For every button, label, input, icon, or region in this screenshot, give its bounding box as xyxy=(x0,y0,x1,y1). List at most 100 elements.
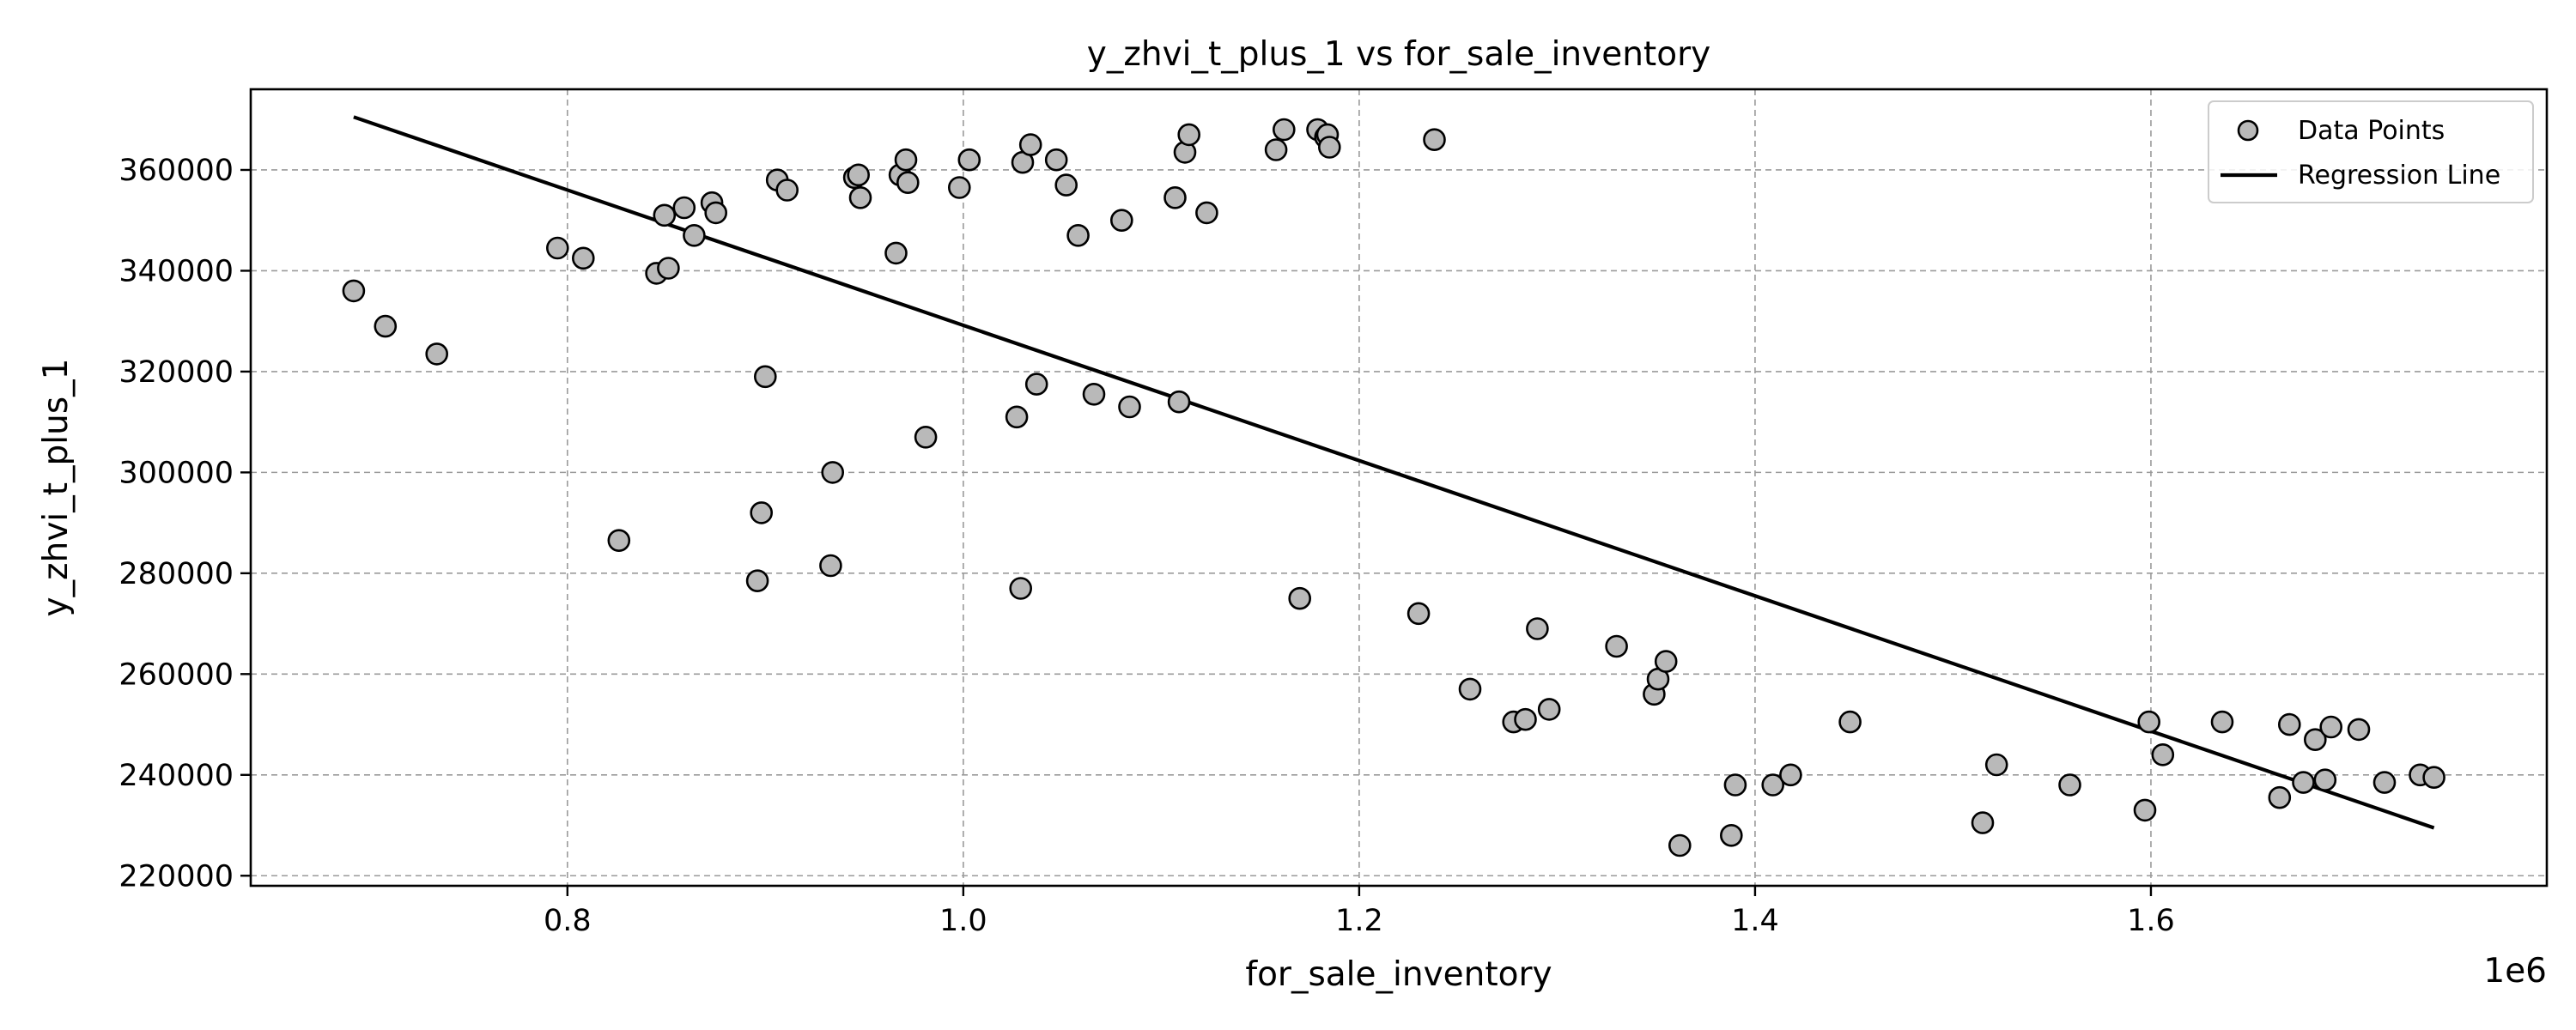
plot-frame xyxy=(249,88,2549,888)
data-point xyxy=(1971,811,1995,834)
data-point xyxy=(1406,602,1431,626)
data-point xyxy=(894,148,918,172)
data-point xyxy=(1779,763,1802,787)
data-point xyxy=(2268,785,2292,809)
data-point xyxy=(2319,715,2342,739)
y-axis-label: y_zhvi_t_plus_1 xyxy=(37,359,76,617)
data-point xyxy=(957,148,981,172)
x-axis-ticks: 0.8 1.0 1.2 1.4 1.6 xyxy=(544,886,2175,938)
data-point xyxy=(571,246,595,270)
x-tick-label: 1.2 xyxy=(1335,904,1383,938)
data-point xyxy=(1318,136,1341,159)
data-point xyxy=(1720,823,1743,847)
x-tick-label: 0.8 xyxy=(544,904,592,938)
data-point xyxy=(1984,753,2008,777)
data-point xyxy=(1288,586,1311,610)
x-axis-offset-label: 1e6 xyxy=(2483,952,2547,991)
data-point xyxy=(2151,742,2175,766)
data-point xyxy=(1195,201,1218,225)
y-tick-label: 320000 xyxy=(118,355,234,390)
data-point xyxy=(545,236,569,260)
data-point xyxy=(819,554,842,578)
data-point xyxy=(2137,710,2160,734)
data-point xyxy=(607,529,631,553)
data-point xyxy=(704,201,728,225)
data-point xyxy=(1264,138,1288,161)
data-point xyxy=(1066,223,1090,247)
data-points-layer xyxy=(342,118,2445,857)
y-tick-label: 360000 xyxy=(118,154,234,188)
data-point xyxy=(2313,768,2337,792)
data-point xyxy=(672,196,696,220)
x-tick-label: 1.6 xyxy=(2127,904,2175,938)
legend-marker-data-points xyxy=(2237,119,2259,142)
data-point xyxy=(425,342,449,366)
data-point xyxy=(1838,710,1862,734)
data-point xyxy=(948,176,971,199)
data-point xyxy=(1177,123,1200,147)
data-point xyxy=(1024,373,1048,396)
data-point xyxy=(847,163,871,187)
data-point xyxy=(1526,617,1549,640)
data-point xyxy=(1654,650,1678,673)
data-point xyxy=(750,501,774,524)
data-point xyxy=(1018,133,1042,156)
data-point xyxy=(1458,677,1482,701)
y-tick-label: 240000 xyxy=(118,759,234,793)
data-point xyxy=(896,171,920,194)
data-point xyxy=(745,569,769,593)
data-point xyxy=(2372,771,2397,794)
legend-label-data-points: Data Points xyxy=(2298,116,2445,146)
chart-title: y_zhvi_t_plus_1 vs for_sale_inventory xyxy=(1087,35,1710,74)
data-point xyxy=(342,279,366,303)
data-point xyxy=(2210,710,2234,734)
grid-layer xyxy=(251,89,2547,886)
data-point xyxy=(2292,771,2315,794)
data-point xyxy=(374,314,398,338)
data-point xyxy=(1723,773,1747,797)
y-tick-label: 280000 xyxy=(118,557,234,591)
data-point xyxy=(2304,728,2327,752)
legend-box xyxy=(2208,100,2534,203)
data-point xyxy=(1118,395,1141,419)
data-point xyxy=(2058,773,2081,797)
data-point xyxy=(2422,766,2445,790)
data-point xyxy=(1514,707,1537,731)
data-point xyxy=(1273,118,1296,142)
y-tick-label: 220000 xyxy=(118,859,234,894)
legend: Data Points Regression Line xyxy=(2208,100,2534,203)
data-point xyxy=(821,461,845,484)
data-point xyxy=(2278,712,2301,736)
data-point xyxy=(653,203,677,227)
data-point xyxy=(2347,718,2371,742)
data-point xyxy=(1110,209,1133,233)
data-point xyxy=(848,186,872,209)
x-tick-label: 1.0 xyxy=(939,904,987,938)
data-point xyxy=(914,425,938,449)
data-point xyxy=(884,241,908,265)
data-point xyxy=(1009,577,1032,600)
data-point xyxy=(657,257,680,280)
y-tick-label: 300000 xyxy=(118,456,234,490)
legend-label-regression-line: Regression Line xyxy=(2298,161,2500,191)
data-point xyxy=(683,223,706,247)
data-point xyxy=(1537,698,1561,721)
data-point xyxy=(1668,833,1692,857)
data-point xyxy=(1082,382,1106,406)
data-point xyxy=(753,365,777,389)
data-point xyxy=(1005,405,1029,429)
data-point xyxy=(1423,128,1446,151)
y-tick-label: 260000 xyxy=(118,657,234,692)
data-point xyxy=(1163,186,1187,209)
y-tick-label: 340000 xyxy=(118,254,234,288)
x-tick-label: 1.4 xyxy=(1731,904,1779,938)
data-point xyxy=(1167,390,1191,414)
data-point xyxy=(1044,148,1068,172)
data-point xyxy=(775,179,799,202)
y-axis-ticks: 220000 240000 260000 280000 300000 320000 3400… xyxy=(118,154,251,894)
data-point xyxy=(1605,634,1628,658)
data-point xyxy=(2133,798,2157,822)
